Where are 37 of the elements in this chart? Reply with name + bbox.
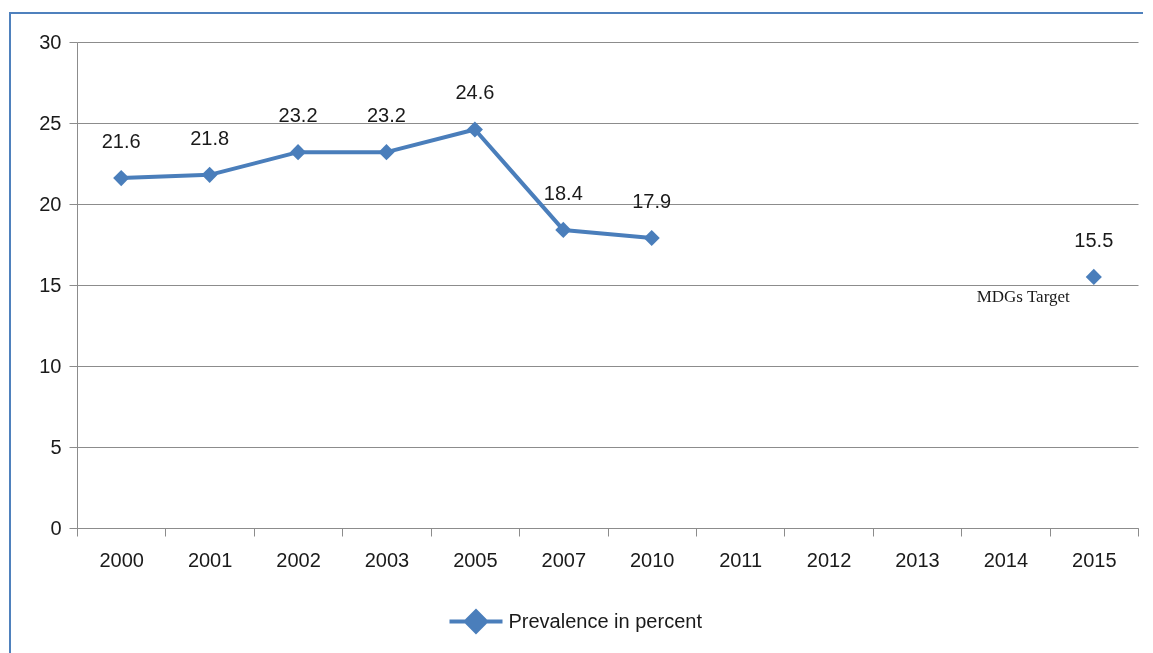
- x-tick-label: 2002: [276, 548, 321, 571]
- x-tick-label: 2012: [806, 548, 852, 571]
- x-tick-label: 2011: [719, 548, 763, 571]
- data-label: 18.4: [543, 181, 583, 204]
- x-tick-label: 2010: [629, 548, 675, 571]
- y-tick-label: 30: [39, 30, 62, 53]
- point: [289, 144, 307, 161]
- data-label: 21.8: [190, 126, 230, 149]
- y-tick-label: 20: [39, 192, 62, 215]
- data-label: 21.6: [101, 130, 141, 153]
- x-tick-label: 2005: [453, 548, 498, 571]
- x-tick-label: 2003: [364, 548, 410, 571]
- data-label: 24.6: [455, 81, 495, 104]
- x-tick-label: 2000: [99, 548, 144, 571]
- y-tick-label: 10: [39, 354, 62, 377]
- x-tick-label: 2013: [895, 548, 940, 571]
- y-tick-label: 15: [39, 273, 62, 296]
- annotation: MDGs Target: [976, 286, 1071, 306]
- point: [201, 166, 218, 183]
- y-tick-label: 5: [50, 435, 62, 458]
- data-label: 17.9: [632, 190, 672, 213]
- legend-label: Prevalence in percent: [508, 609, 703, 632]
- data-label: 23.2: [278, 104, 318, 127]
- point: [555, 221, 572, 238]
- point: [1085, 268, 1102, 285]
- point: [643, 229, 660, 247]
- x-tick-label: 2001: [187, 548, 233, 571]
- x-tick-label: 2014: [983, 548, 1029, 571]
- y-tick-label: 0: [50, 516, 62, 539]
- point: [378, 144, 395, 161]
- data-label: 15.5: [1074, 228, 1114, 251]
- data-label: 23.2: [366, 104, 406, 127]
- x-tick-label: 2015: [1072, 548, 1117, 571]
- point: [466, 121, 483, 138]
- point: [113, 170, 130, 187]
- x-tick-label: 2007: [541, 548, 587, 571]
- y-tick-label: 25: [39, 111, 62, 134]
